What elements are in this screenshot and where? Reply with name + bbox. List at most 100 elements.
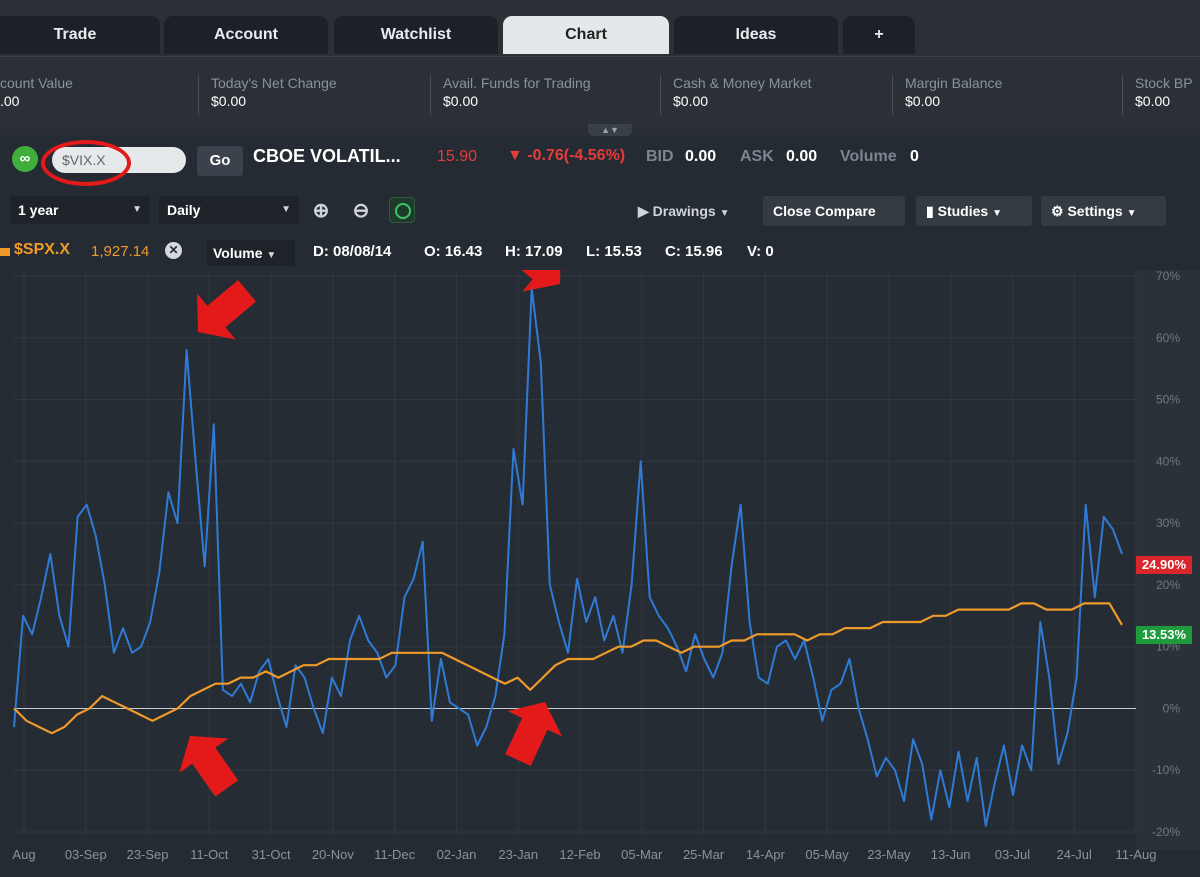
y-tick-label: 40% bbox=[1156, 454, 1180, 468]
crosshair-icon[interactable] bbox=[389, 197, 415, 223]
interval-dropdown[interactable]: Daily ▼ bbox=[159, 196, 299, 224]
settings-label: Settings bbox=[1067, 203, 1123, 219]
cash-money-market-amount: $0.00 bbox=[673, 93, 709, 109]
annotation-arrow-shape bbox=[179, 736, 239, 797]
y-tick-label: -20% bbox=[1152, 825, 1180, 839]
chevron-down-icon: ▼ bbox=[281, 204, 291, 215]
range-value: 1 year bbox=[18, 202, 59, 218]
gear-icon: ⚙ bbox=[1051, 203, 1064, 219]
link-icon[interactable]: ∞ bbox=[12, 146, 38, 172]
account-value-amount: .00 bbox=[0, 93, 20, 109]
ask-value: 0.00 bbox=[786, 148, 818, 165]
ohlc-date: D: 08/08/14 bbox=[313, 243, 392, 260]
volume-dropdown[interactable]: Volume ▼ bbox=[207, 240, 295, 266]
compare-value: 1,927.14 bbox=[91, 243, 150, 260]
tab-add[interactable]: + bbox=[843, 16, 915, 54]
zoom-in-icon[interactable]: ⊕ bbox=[312, 200, 330, 222]
close-icon[interactable]: ✕ bbox=[165, 242, 182, 259]
y-tick-label: 50% bbox=[1156, 393, 1180, 407]
studies-button[interactable]: ▮ Studies ▼ bbox=[916, 196, 1032, 226]
x-tick-label: 03-Sep bbox=[65, 847, 107, 862]
x-tick-label: 05-May bbox=[805, 847, 849, 862]
go-button[interactable]: Go bbox=[197, 146, 243, 176]
x-tick-label: 02-Jan bbox=[437, 847, 477, 862]
down-arrow-icon: ▼ bbox=[507, 147, 523, 164]
settings-button[interactable]: ⚙ Settings ▼ bbox=[1041, 196, 1166, 226]
studies-label: Studies bbox=[937, 203, 989, 219]
cash-money-market-label: Cash & Money Market bbox=[673, 75, 812, 91]
x-tick-label: 14-Apr bbox=[746, 847, 786, 862]
x-tick-label: 11-Oct bbox=[190, 847, 228, 862]
close-compare-button[interactable]: Close Compare bbox=[763, 196, 905, 226]
x-tick-label: 20-Nov bbox=[312, 847, 354, 862]
net-change-amount: $0.00 bbox=[211, 93, 247, 109]
price-chart[interactable]: Aug 03-Sep 23-Sep 11-Oct 31-Oct 20-Nov 11-Dec 0… bbox=[0, 270, 1200, 877]
y-tick-label: 20% bbox=[1156, 578, 1180, 592]
chevron-down-icon: ▼ bbox=[1126, 208, 1137, 219]
x-tick-label: 23-Jan bbox=[498, 847, 538, 862]
spx-last-badge: 13.53% bbox=[1136, 626, 1192, 644]
annotation-arrow-shape bbox=[505, 702, 563, 766]
volume-value: 0 bbox=[910, 148, 919, 165]
x-tick-label: 13-Jun bbox=[931, 847, 971, 862]
annotation-arrow bbox=[501, 270, 561, 292]
annotation-arrow bbox=[197, 280, 257, 340]
x-tick-label: Aug bbox=[12, 847, 35, 862]
account-value-label: count Value bbox=[0, 75, 73, 91]
annotation-circle bbox=[41, 140, 131, 186]
drawings-label: Drawings bbox=[652, 203, 716, 219]
drawings-button[interactable]: ▶ Drawings ▼ bbox=[628, 196, 752, 226]
stock-bp-amount: $0.00 bbox=[1135, 93, 1171, 109]
net-change: Today's Net Change $0.00 bbox=[198, 75, 337, 115]
annotation-arrow-shape bbox=[501, 270, 561, 292]
range-dropdown[interactable]: 1 year ▼ bbox=[10, 196, 150, 224]
ohlc-high: H: 17.09 bbox=[505, 243, 563, 260]
tab-bar: Trade Account Watchlist Chart Ideas + bbox=[0, 0, 1200, 56]
x-tick-label: 23-May bbox=[867, 847, 911, 862]
avail-funds-amount: $0.00 bbox=[443, 93, 479, 109]
x-tick-label: 05-Mar bbox=[621, 847, 663, 862]
ask-label: ASK bbox=[740, 148, 774, 165]
bid-value: 0.00 bbox=[685, 148, 717, 165]
stock-bp-label: Stock BP bbox=[1135, 75, 1193, 91]
tab-trade[interactable]: Trade bbox=[0, 16, 160, 54]
chart-canvas: Aug 03-Sep 23-Sep 11-Oct 31-Oct 20-Nov 11-Dec 0… bbox=[12, 270, 1200, 862]
volume-label: Volume bbox=[840, 148, 897, 165]
tab-chart[interactable]: Chart bbox=[503, 16, 669, 54]
ohlc-close: C: 15.96 bbox=[665, 243, 723, 260]
y-tick-label: 0% bbox=[1163, 701, 1181, 715]
chevron-down-icon: ▼ bbox=[992, 208, 1002, 219]
zoom-out-icon[interactable]: ⊖ bbox=[352, 200, 370, 222]
chart-info-bar: $SPX.X 1,927.14 ✕ Volume ▼ D: 08/08/14 O… bbox=[0, 238, 1200, 268]
avail-funds: Avail. Funds for Trading $0.00 bbox=[430, 75, 591, 115]
avail-funds-label: Avail. Funds for Trading bbox=[443, 75, 591, 91]
spx-series-line bbox=[13, 602, 1123, 735]
x-tick-label: 31-Oct bbox=[252, 847, 291, 862]
x-tick-label: 23-Sep bbox=[127, 847, 169, 862]
tab-account[interactable]: Account bbox=[164, 16, 328, 54]
net-change-label: Today's Net Change bbox=[211, 75, 337, 91]
ohlc-volume: V: 0 bbox=[747, 243, 774, 260]
last-price: 15.90 bbox=[437, 148, 478, 165]
chart-toolbar: 1 year ▼ Daily ▼ ⊕ ⊖ ▶ Drawings ▼ Close Co… bbox=[0, 196, 1200, 228]
cash-money-market: Cash & Money Market $0.00 bbox=[660, 75, 812, 115]
stock-bp: Stock BP $0.00 bbox=[1122, 75, 1193, 115]
compare-symbol: $SPX.X bbox=[14, 241, 71, 258]
y-tick-label: 70% bbox=[1156, 270, 1180, 283]
cursor-icon: ▶ bbox=[638, 203, 649, 219]
account-summary-bar: count Value .00 Today's Net Change $0.00… bbox=[0, 56, 1200, 124]
price-change: ▼ -0.76(-4.56%) bbox=[507, 147, 625, 165]
x-tick-label: 11-Aug bbox=[1116, 847, 1157, 862]
price-change-value: -0.76(-4.56%) bbox=[527, 147, 626, 164]
margin-balance: Margin Balance $0.00 bbox=[892, 75, 1002, 115]
vix-series-line bbox=[13, 287, 1123, 827]
x-tick-label: 11-Dec bbox=[374, 847, 415, 862]
volume-dd-label: Volume bbox=[213, 245, 263, 261]
collapse-toggle[interactable]: ▲▼ bbox=[588, 124, 632, 136]
tab-ideas[interactable]: Ideas bbox=[674, 16, 838, 54]
tab-watchlist[interactable]: Watchlist bbox=[334, 16, 498, 54]
vix-last-badge: 24.90% bbox=[1136, 556, 1192, 574]
x-tick-label: 24-Jul bbox=[1057, 847, 1093, 862]
account-value: count Value .00 bbox=[0, 75, 73, 115]
x-tick-label: 12-Feb bbox=[559, 847, 600, 862]
